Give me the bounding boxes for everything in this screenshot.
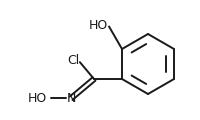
Text: Cl: Cl <box>66 54 79 67</box>
Text: N: N <box>66 92 75 105</box>
Text: HO: HO <box>27 92 46 105</box>
Text: HO: HO <box>88 19 107 32</box>
